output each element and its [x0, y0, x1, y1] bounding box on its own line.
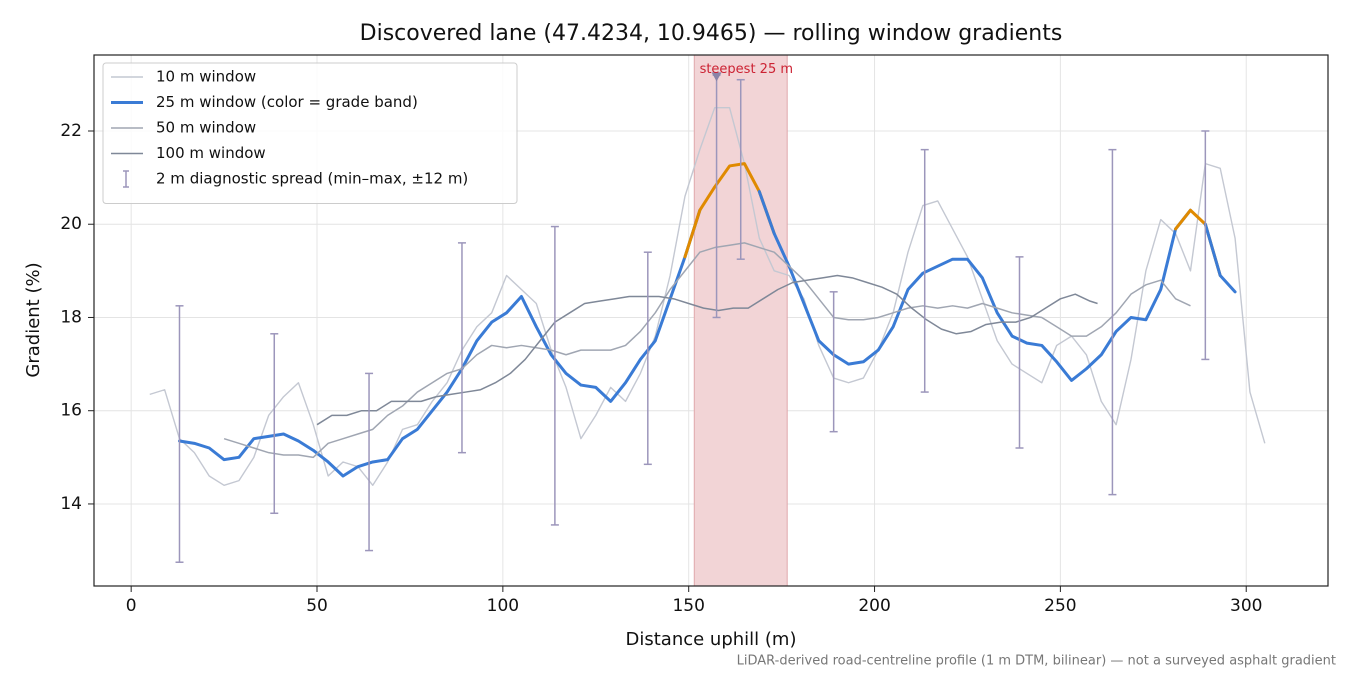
error-bar [643, 251, 652, 466]
x-tick-label: 250 [1044, 596, 1076, 616]
x-tick-label: 300 [1230, 596, 1262, 616]
legend-label: 50 m window [156, 119, 256, 137]
legend-label: 10 m window [156, 68, 256, 86]
error-bar [1015, 256, 1024, 449]
error-bar [920, 148, 929, 393]
error-bar [457, 242, 466, 454]
y-tick-label: 20 [60, 214, 82, 234]
x-tick-label: 200 [858, 596, 890, 616]
y-tick-label: 16 [60, 401, 82, 421]
error-bar [365, 372, 374, 552]
legend-label: 2 m diagnostic spread (min–max, ±12 m) [156, 170, 468, 188]
error-bar [175, 305, 184, 563]
series-line [757, 190, 1192, 382]
error-bar [1201, 130, 1210, 361]
legend-label: 25 m window (color = grade band) [156, 93, 418, 111]
x-tick-label: 50 [306, 596, 328, 616]
y-tick-label: 14 [60, 494, 82, 514]
legend-box [102, 62, 518, 204]
annotation-marker [711, 72, 722, 82]
axes-frame [93, 54, 1329, 587]
chart-title: Discovered lane (47.4234, 10.9465) — rol… [360, 21, 1063, 46]
y-tick-label: 22 [60, 121, 82, 141]
series-line [1203, 222, 1237, 294]
series-line [177, 208, 702, 478]
annotation-text: steepest 25 m [700, 62, 793, 77]
footnote: LiDAR-derived road-centreline profile (1… [737, 654, 1336, 669]
y-axis-label: Gradient (%) [23, 262, 44, 377]
error-bar [736, 78, 745, 260]
x-axis-label: Distance uphill (m) [626, 629, 797, 650]
y-tick-label: 18 [60, 307, 82, 327]
error-bar [829, 291, 838, 433]
series-line [316, 274, 1098, 426]
legend-label: 100 m window [156, 144, 266, 162]
x-tick-label: 0 [126, 596, 137, 616]
error-bar [1108, 148, 1117, 496]
series-line [223, 242, 1191, 459]
error-bar [270, 333, 279, 515]
x-tick-label: 100 [487, 596, 519, 616]
x-tick-label: 150 [672, 596, 704, 616]
error-bar [550, 225, 559, 526]
